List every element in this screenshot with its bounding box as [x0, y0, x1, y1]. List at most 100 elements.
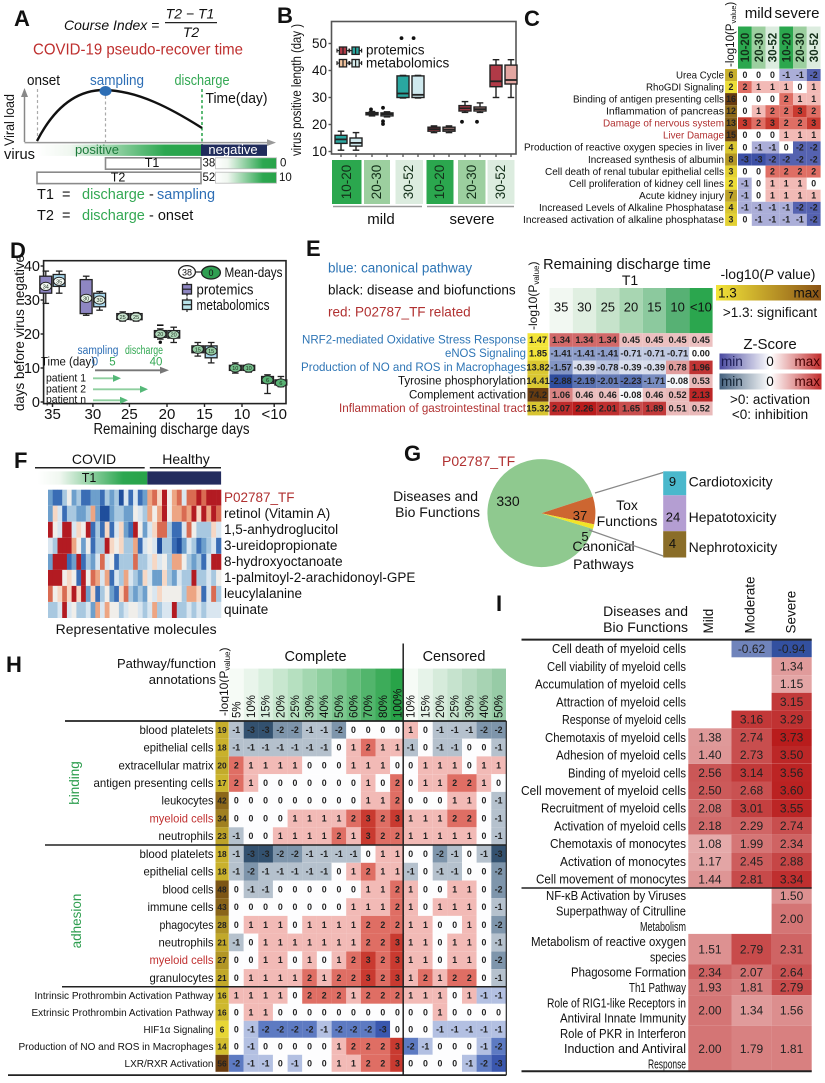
- svg-text:2.79: 2.79: [780, 981, 804, 995]
- svg-text:1.96: 1.96: [692, 362, 710, 372]
- svg-text:23: 23: [217, 831, 227, 841]
- svg-text:Complement activation: Complement activation: [409, 387, 526, 401]
- svg-text:-1: -1: [306, 849, 314, 859]
- svg-text:2: 2: [366, 867, 371, 877]
- svg-text:1: 1: [263, 760, 268, 770]
- svg-text:0: 0: [322, 1007, 327, 1017]
- svg-text:adhesion: adhesion: [69, 894, 84, 949]
- svg-text:- onset: - onset: [149, 208, 193, 224]
- svg-text:1: 1: [336, 1041, 341, 1051]
- svg-text:16: 16: [217, 1007, 227, 1017]
- svg-text:0: 0: [263, 1041, 268, 1051]
- svg-text:2: 2: [797, 118, 802, 128]
- svg-text:0: 0: [322, 778, 327, 788]
- svg-text:-1: -1: [741, 203, 749, 213]
- svg-text:-1: -1: [782, 203, 790, 213]
- svg-text:1: 1: [249, 920, 254, 930]
- svg-text:40: 40: [150, 357, 163, 369]
- svg-text:35: 35: [554, 300, 568, 315]
- svg-text:2: 2: [351, 814, 356, 824]
- svg-text:13: 13: [726, 118, 736, 128]
- svg-text:1: 1: [278, 990, 283, 1000]
- svg-text:1.34: 1.34: [599, 335, 618, 345]
- svg-text:1: 1: [423, 938, 428, 948]
- svg-text:0: 0: [452, 1007, 457, 1017]
- svg-text:1: 1: [234, 990, 239, 1000]
- svg-text:0.46: 0.46: [599, 390, 617, 400]
- svg-text:T1: T1: [37, 187, 54, 203]
- svg-text:0: 0: [280, 158, 286, 170]
- svg-text:0: 0: [307, 902, 312, 912]
- svg-text:0: 0: [278, 1041, 283, 1051]
- svg-text:1: 1: [756, 106, 761, 116]
- svg-text:-2: -2: [495, 867, 503, 877]
- svg-text:1: 1: [366, 902, 371, 912]
- svg-text:0: 0: [292, 902, 297, 912]
- svg-text:0: 0: [307, 1007, 312, 1017]
- svg-text:Activation of monocytes: Activation of monocytes: [560, 854, 686, 869]
- svg-text:Liver Damage: Liver Damage: [663, 130, 724, 142]
- svg-text:1: 1: [263, 1007, 268, 1017]
- svg-text:0: 0: [249, 814, 254, 824]
- svg-text:-1: -1: [247, 1024, 255, 1034]
- svg-text:1: 1: [263, 955, 268, 965]
- svg-text:30: 30: [24, 293, 40, 309]
- svg-text:0: 0: [408, 849, 413, 859]
- svg-text:0: 0: [482, 814, 487, 824]
- svg-text:18: 18: [217, 743, 227, 753]
- svg-text:2: 2: [336, 831, 341, 841]
- svg-text:Binding of myeloid cells: Binding of myeloid cells: [568, 765, 686, 780]
- svg-text:1: 1: [423, 990, 428, 1000]
- svg-text:-1: -1: [232, 849, 240, 859]
- svg-text:neutrophils: neutrophils: [159, 936, 214, 950]
- svg-text:0: 0: [263, 902, 268, 912]
- svg-text:10: 10: [670, 300, 684, 315]
- svg-text:30-52: 30-52: [401, 165, 416, 200]
- svg-text:3.15: 3.15: [780, 695, 804, 709]
- svg-text:Time(day): Time(day): [206, 91, 268, 107]
- svg-text:6: 6: [266, 378, 269, 384]
- svg-text:74.2: 74.2: [529, 390, 547, 400]
- svg-text:1: 1: [408, 938, 413, 948]
- svg-text:-1: -1: [320, 1024, 328, 1034]
- svg-text:0: 0: [438, 884, 443, 894]
- svg-text:10-20: 10-20: [781, 33, 793, 62]
- svg-text:0: 0: [797, 82, 802, 92]
- svg-text:-1: -1: [465, 725, 473, 735]
- svg-text:0: 0: [770, 130, 775, 140]
- svg-text:2: 2: [307, 973, 312, 983]
- svg-text:1: 1: [351, 743, 356, 753]
- svg-text:2: 2: [811, 167, 816, 177]
- svg-text:2.56: 2.56: [698, 766, 722, 780]
- svg-text:-1: -1: [480, 1024, 488, 1034]
- svg-text:80%: 80%: [378, 695, 390, 718]
- svg-text:-1: -1: [262, 1058, 270, 1068]
- svg-text:8: 8: [729, 154, 734, 164]
- svg-text:14: 14: [217, 1041, 227, 1051]
- svg-text:2: 2: [467, 778, 472, 788]
- svg-text:25: 25: [121, 406, 138, 423]
- svg-text:20: 20: [159, 406, 176, 423]
- svg-text:2: 2: [351, 955, 356, 965]
- svg-text:-1: -1: [320, 867, 328, 877]
- svg-text:epithelial cells: epithelial cells: [144, 741, 214, 755]
- svg-text:D: D: [10, 238, 26, 263]
- svg-text:34: 34: [217, 814, 227, 824]
- svg-text:1: 1: [496, 760, 501, 770]
- svg-text:Th1 Pathway: Th1 Pathway: [629, 980, 686, 995]
- svg-text:1: 1: [784, 82, 789, 92]
- svg-text:quinate: quinate: [224, 602, 268, 617]
- svg-text:37: 37: [573, 508, 587, 523]
- svg-text:0: 0: [423, 867, 428, 877]
- svg-text:2: 2: [784, 118, 789, 128]
- svg-text:Mean-days: Mean-days: [225, 264, 283, 280]
- svg-text:2: 2: [380, 831, 385, 841]
- svg-text:Cardiotoxicity: Cardiotoxicity: [689, 474, 773, 490]
- svg-text:1.38: 1.38: [698, 731, 722, 745]
- svg-text:1: 1: [408, 920, 413, 930]
- svg-text:1: 1: [811, 130, 816, 140]
- svg-text:Diseases and: Diseases and: [393, 488, 478, 504]
- svg-text:Cell viability of myeloid cell: Cell viability of myeloid cells: [547, 659, 686, 674]
- svg-text:Inflammation of gastrointestin: Inflammation of gastrointestinal tract: [339, 401, 527, 415]
- svg-text:1: 1: [263, 938, 268, 948]
